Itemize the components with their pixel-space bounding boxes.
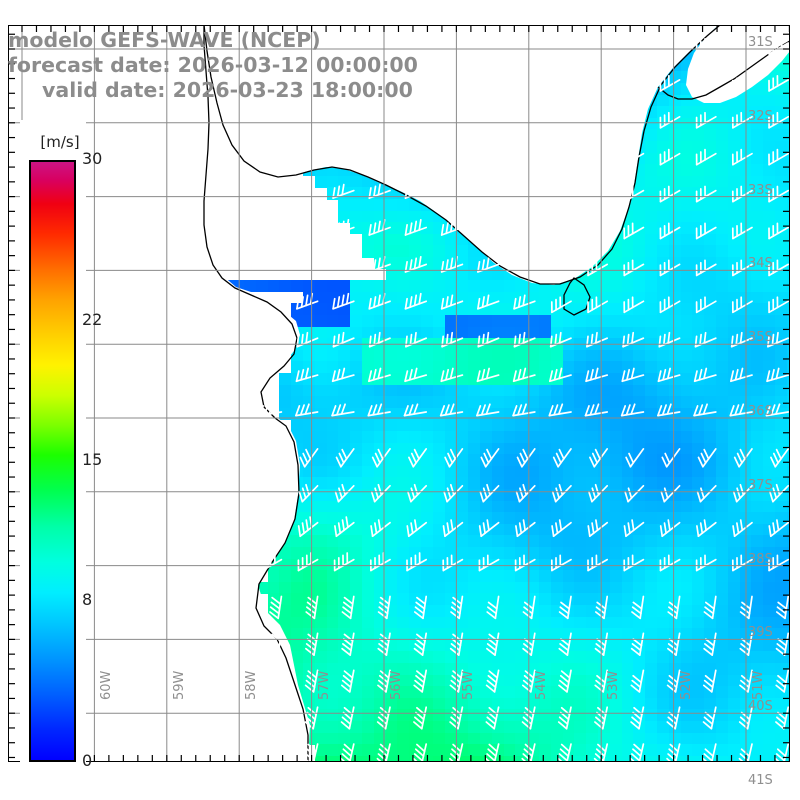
- x-axis-label: 54W: [533, 670, 549, 700]
- x-axis-label: 52W: [678, 670, 694, 700]
- x-axis-label: 57W: [316, 670, 332, 700]
- y-axis-label: 35S: [748, 330, 773, 346]
- colorbar-tick-label: 15: [82, 450, 103, 469]
- x-axis-label: 51W: [751, 670, 766, 700]
- y-axis-label: 36S: [748, 404, 773, 419]
- y-axis-label: 40S: [748, 699, 773, 715]
- colorbar-tick-label: 30: [82, 149, 103, 168]
- y-axis-label: 38S: [748, 551, 773, 567]
- map-plot-area: [8, 25, 790, 762]
- y-axis-label: 41S: [748, 773, 773, 788]
- colorbar-tick-label: 0: [82, 751, 93, 770]
- y-axis-label: 32S: [748, 108, 773, 124]
- colorbar-gradient: [29, 160, 76, 762]
- x-axis-label: 55W: [461, 670, 477, 700]
- y-axis-label: 31S: [748, 35, 773, 50]
- x-axis-label: 60W: [99, 670, 115, 700]
- x-axis-label: 53W: [606, 670, 622, 700]
- y-axis-label: 34S: [748, 256, 773, 272]
- colorbar-tick-label: 8: [82, 590, 93, 610]
- colorbar-unit-label: [m/s]: [40, 133, 80, 151]
- colorbar-tick-label: 22: [82, 309, 103, 329]
- y-axis-label: 39S: [748, 625, 773, 641]
- x-axis-label: 59W: [171, 670, 187, 700]
- x-axis-label: 58W: [244, 670, 260, 700]
- y-axis-label: 33S: [748, 182, 773, 198]
- y-axis-label: 37S: [748, 477, 773, 493]
- x-axis-label: 56W: [389, 670, 404, 700]
